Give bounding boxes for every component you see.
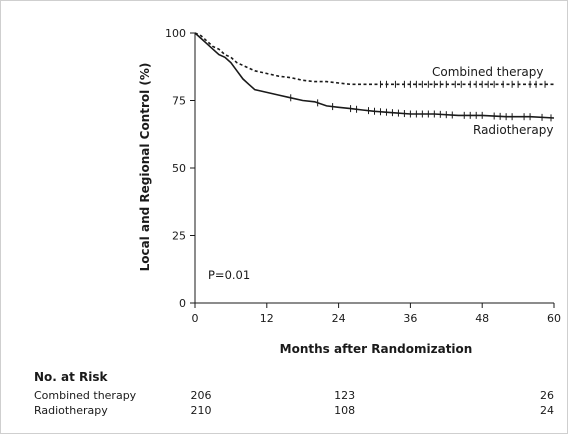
x-tick-label-60: 60 [547,312,561,325]
risk-table-title: No. at Risk [34,370,109,384]
x-axis-title: Months after Randomization [280,342,473,356]
y-tick-label-50: 50 [172,162,186,175]
risk-value-r0-m60: 26 [540,389,554,402]
curve-combined-therapy [194,32,554,86]
x-tick-label-12: 12 [260,312,274,325]
y-tick-label-75: 75 [172,95,186,108]
axes-group: 0 25 50 75 100 0 12 24 36 48 60 [165,27,561,325]
risk-value-r0-m0: 206 [191,389,212,402]
labels-group: Combined therapy Radiotherapy P=0.01 Mon… [34,63,553,417]
curves-group [194,32,555,122]
x-tick-label-0: 0 [192,312,199,325]
x-tick-label-24: 24 [332,312,346,325]
x-tick-label-48: 48 [475,312,489,325]
p-value-annotation: P=0.01 [208,268,250,282]
y-tick-label-25: 25 [172,230,186,243]
series-label-radiotherapy: Radiotherapy [473,123,553,137]
risk-row-label-radiotherapy: Radiotherapy [34,404,108,417]
y-axis-title: Local and Regional Control (%) [138,63,152,272]
y-tick-label-0: 0 [179,297,186,310]
y-tick-label-100: 100 [165,27,186,40]
series-label-combined: Combined therapy [432,65,543,79]
risk-values-group: 206 123 26 210 108 24 [191,389,555,417]
curve-radiotherapy [194,32,555,119]
risk-value-r0-m24: 123 [334,389,355,402]
risk-value-r1-m0: 210 [191,404,212,417]
risk-row-label-combined: Combined therapy [34,389,137,402]
x-tick-label-36: 36 [403,312,417,325]
risk-value-r1-m24: 108 [334,404,355,417]
risk-value-r1-m60: 24 [540,404,554,417]
